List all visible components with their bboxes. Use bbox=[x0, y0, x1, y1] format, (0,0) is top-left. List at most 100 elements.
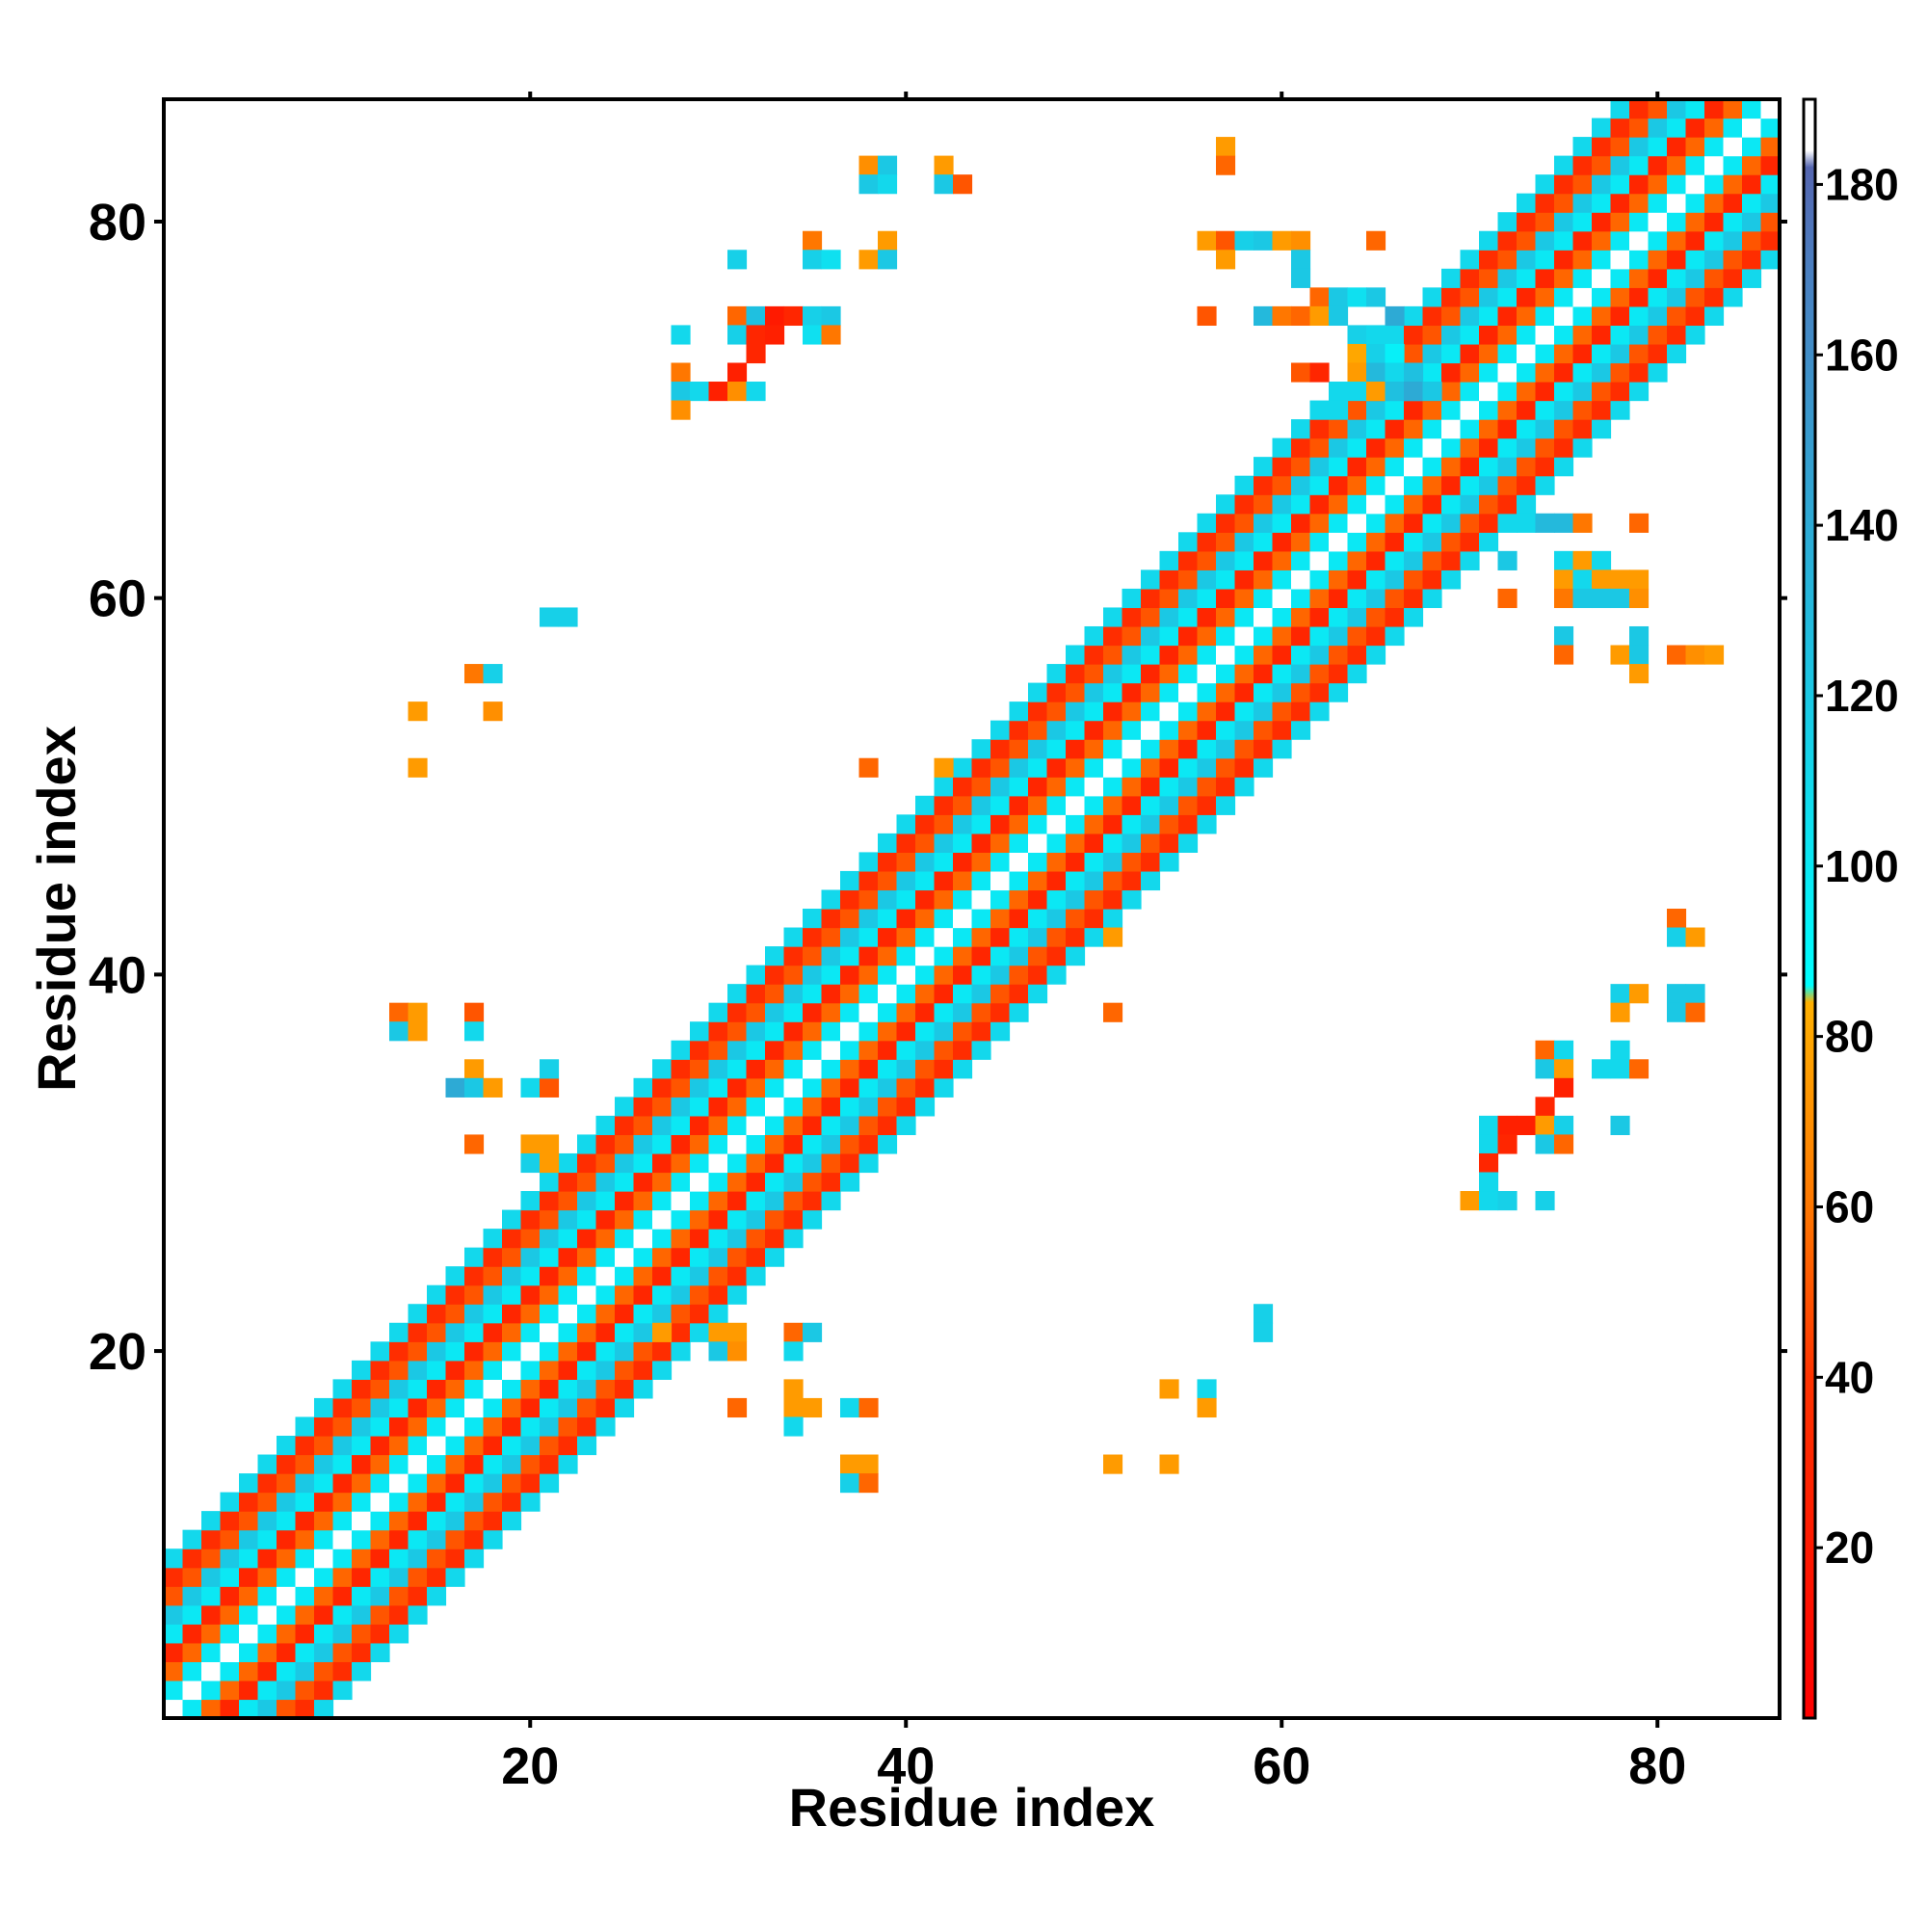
heatmap-cell bbox=[1291, 494, 1311, 515]
heatmap-cell bbox=[1385, 400, 1405, 420]
colorbar-tick-label: 180 bbox=[1825, 159, 1899, 209]
colorbar-tick-label: 100 bbox=[1825, 841, 1899, 891]
heatmap-cell bbox=[1178, 569, 1199, 590]
heatmap-cell bbox=[633, 1115, 653, 1136]
heatmap-cell bbox=[314, 1604, 334, 1625]
heatmap-cell bbox=[1159, 607, 1179, 627]
heatmap-cell bbox=[1610, 212, 1630, 232]
heatmap-cell bbox=[615, 1284, 635, 1305]
heatmap-cell bbox=[1197, 569, 1217, 590]
heatmap-cell bbox=[1479, 400, 1499, 420]
heatmap-cell bbox=[1422, 513, 1442, 533]
heatmap-cell bbox=[1385, 532, 1405, 552]
heatmap-cell bbox=[520, 1266, 541, 1286]
heatmap-cell bbox=[1610, 174, 1630, 195]
heatmap-cell bbox=[164, 1567, 184, 1587]
heatmap-cell bbox=[652, 1115, 673, 1136]
heatmap-cell bbox=[1742, 99, 1762, 119]
heatmap-cell bbox=[840, 927, 860, 947]
heatmap-cell bbox=[520, 1322, 541, 1342]
heatmap-cell bbox=[915, 984, 936, 1004]
heatmap-cell bbox=[1704, 137, 1725, 157]
heatmap-cell bbox=[1197, 682, 1217, 702]
heatmap-cell bbox=[427, 1529, 447, 1549]
heatmap-cell bbox=[858, 1097, 879, 1117]
heatmap-cell bbox=[1254, 625, 1274, 647]
heatmap-cell bbox=[1610, 137, 1630, 157]
heatmap-cell bbox=[1366, 362, 1386, 383]
heatmap-cell bbox=[1197, 607, 1217, 627]
heatmap-cell bbox=[408, 757, 428, 778]
heatmap-cell bbox=[408, 1548, 428, 1569]
heatmap-cell bbox=[671, 382, 691, 402]
heatmap-cell bbox=[746, 1021, 766, 1042]
heatmap-cell bbox=[971, 870, 991, 891]
heatmap-cell bbox=[1329, 419, 1349, 439]
heatmap-cell bbox=[295, 1586, 315, 1606]
heatmap-cell bbox=[502, 1492, 522, 1512]
heatmap-cell bbox=[1103, 720, 1123, 740]
heatmap-cell bbox=[1648, 362, 1668, 383]
heatmap-cell bbox=[445, 1454, 465, 1474]
heatmap-cell bbox=[765, 965, 785, 985]
heatmap-cell bbox=[1742, 155, 1762, 175]
heatmap-cell bbox=[1704, 174, 1725, 195]
heatmap-cell bbox=[783, 946, 804, 966]
heatmap-cell bbox=[1159, 682, 1179, 702]
heatmap-cell bbox=[690, 1322, 710, 1342]
heatmap-cell bbox=[352, 1454, 372, 1474]
heatmap-cell bbox=[445, 1379, 465, 1399]
heatmap-cell bbox=[1084, 927, 1104, 947]
heatmap-cell bbox=[1385, 607, 1405, 627]
heatmap-cell bbox=[370, 1492, 390, 1512]
heatmap-cell bbox=[314, 1511, 334, 1531]
heatmap-cell bbox=[671, 1304, 691, 1324]
heatmap-cell bbox=[1517, 268, 1537, 288]
heatmap-cell bbox=[577, 1435, 597, 1456]
heatmap-cell bbox=[1159, 645, 1179, 665]
heatmap-cell bbox=[540, 1416, 560, 1437]
heatmap-cell bbox=[1629, 343, 1650, 364]
heatmap-cell bbox=[558, 1266, 578, 1286]
heatmap-cell bbox=[1385, 457, 1405, 477]
heatmap-cell bbox=[1347, 343, 1367, 364]
heatmap-cell bbox=[1309, 457, 1330, 477]
heatmap-cell bbox=[1046, 757, 1067, 778]
heatmap-cell bbox=[1610, 343, 1630, 364]
heatmap-cell bbox=[464, 1247, 485, 1267]
heatmap-cell bbox=[1610, 569, 1630, 590]
heatmap-cell bbox=[558, 1284, 578, 1305]
heatmap-cell bbox=[708, 1284, 728, 1305]
heatmap-cell bbox=[783, 1134, 804, 1154]
heatmap-cell bbox=[1497, 1115, 1518, 1136]
heatmap-cell bbox=[1629, 984, 1650, 1004]
heatmap-cell bbox=[953, 909, 973, 929]
y-tick-label: 20 bbox=[89, 1323, 146, 1381]
heatmap-cell bbox=[1479, 419, 1499, 439]
heatmap-cell bbox=[708, 1077, 728, 1098]
heatmap-cell bbox=[652, 1247, 673, 1267]
heatmap-cell bbox=[1366, 343, 1386, 364]
heatmap-cell bbox=[1404, 513, 1424, 533]
heatmap-cell bbox=[1629, 155, 1650, 175]
heatmap-cell bbox=[1197, 701, 1217, 722]
heatmap-cell bbox=[746, 1209, 766, 1230]
heatmap-cell bbox=[220, 1529, 240, 1549]
heatmap-cell bbox=[615, 1191, 635, 1211]
heatmap-cell bbox=[840, 1152, 860, 1174]
heatmap-cell bbox=[615, 1379, 635, 1399]
heatmap-cell bbox=[840, 946, 860, 966]
heatmap-cell bbox=[1592, 569, 1612, 590]
heatmap-cell bbox=[953, 870, 973, 891]
heatmap-cell bbox=[427, 1511, 447, 1531]
heatmap-cell bbox=[389, 1548, 409, 1569]
heatmap-cell bbox=[708, 382, 728, 402]
heatmap-cell bbox=[483, 1511, 503, 1531]
heatmap-cell bbox=[821, 1134, 841, 1154]
heatmap-cell bbox=[1216, 513, 1236, 533]
heatmap-cell bbox=[427, 1435, 447, 1456]
heatmap-cell bbox=[502, 1284, 522, 1305]
heatmap-cell bbox=[1441, 362, 1462, 383]
heatmap-cell bbox=[1141, 664, 1161, 684]
heatmap-cell bbox=[783, 1097, 804, 1117]
